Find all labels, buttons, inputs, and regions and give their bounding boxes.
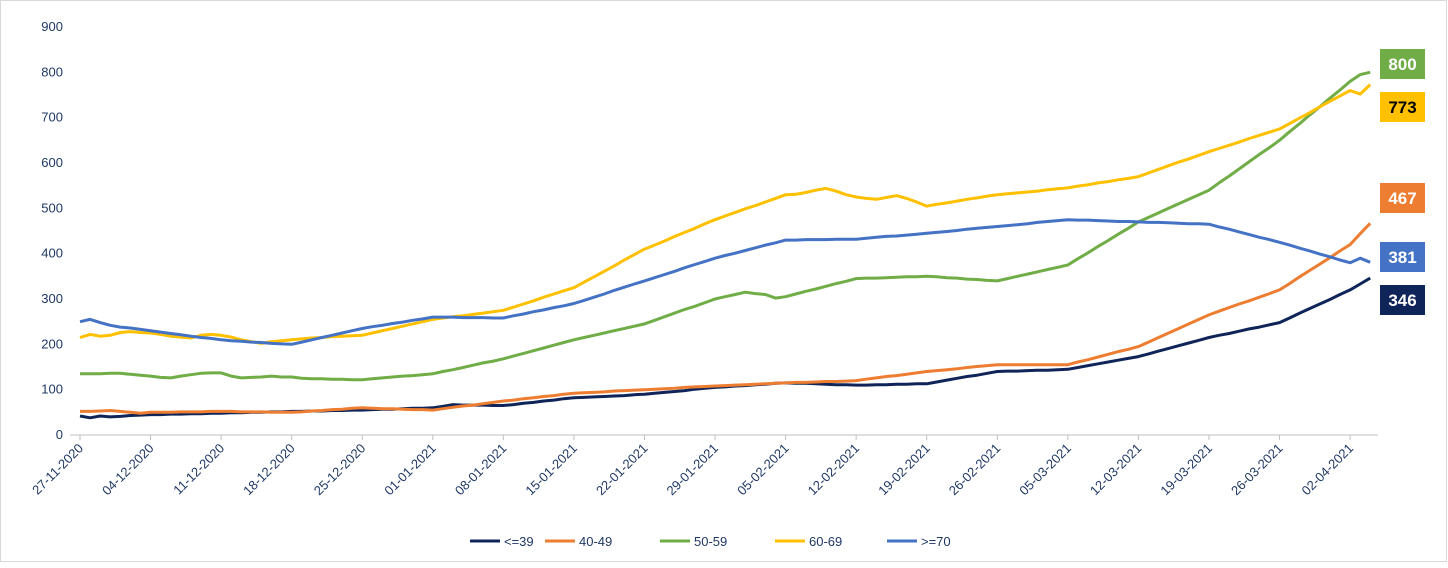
y-tick-label: 700	[41, 110, 63, 125]
legend-label: >=70	[921, 534, 951, 549]
end-label: 800	[1388, 55, 1416, 74]
y-tick-label: 800	[41, 64, 63, 79]
legend-label: 40-49	[579, 534, 612, 549]
series-line	[80, 222, 1372, 415]
series-line	[80, 70, 1371, 382]
end-label-box	[1380, 285, 1425, 315]
end-label: 346	[1388, 291, 1416, 310]
y-tick-label: 200	[41, 336, 63, 351]
y-tick-label: 100	[41, 382, 63, 397]
end-label: 381	[1388, 248, 1416, 267]
end-label-box	[1380, 183, 1425, 213]
end-label-box	[1380, 49, 1425, 79]
y-tick-label: 400	[41, 246, 63, 261]
series-line	[79, 218, 1371, 346]
y-tick-label: 900	[41, 19, 63, 34]
end-label-box	[1380, 92, 1425, 122]
y-tick-label: 500	[41, 200, 63, 215]
y-tick-label: 600	[41, 155, 63, 170]
series-line	[79, 83, 1372, 345]
legend-label: 50-59	[694, 534, 727, 549]
end-label-box	[1380, 242, 1425, 272]
y-tick-label: 300	[41, 291, 63, 306]
legend-label: 60-69	[809, 534, 842, 549]
end-label: 467	[1388, 189, 1416, 208]
end-label: 773	[1388, 98, 1416, 117]
y-tick-label: 0	[56, 427, 63, 442]
legend-label: <=39	[504, 534, 534, 549]
